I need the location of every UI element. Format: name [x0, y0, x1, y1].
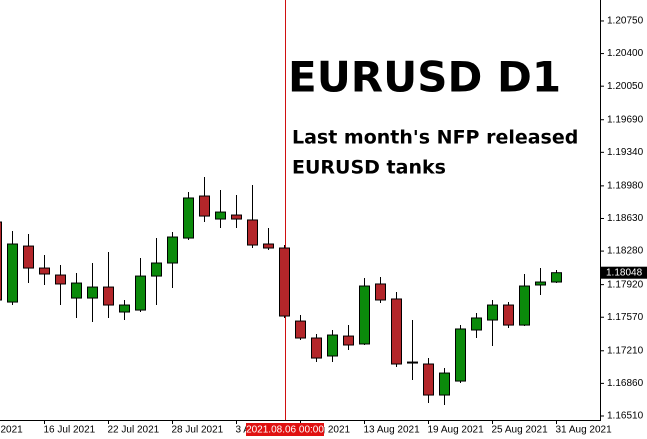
- candle-body: [375, 283, 386, 301]
- candle-body: [295, 320, 306, 339]
- y-tick-label: 1.20050: [607, 81, 644, 92]
- candle-body: [455, 328, 466, 382]
- candle-body: [535, 281, 546, 286]
- annotation: Last month's NFP released: [292, 127, 578, 149]
- y-tick-label: 1.18280: [607, 246, 644, 257]
- x-tick-label: 9 Aug 2021: [300, 425, 351, 436]
- candle-body: [151, 262, 162, 277]
- candle-body: [439, 372, 450, 396]
- y-tick-label: 1.16860: [607, 378, 644, 389]
- price-label: 1.18048: [606, 267, 643, 278]
- x-tick-label: 25 Aug 2021: [492, 425, 549, 436]
- x-tick-label: 28 Jul 2021: [172, 425, 224, 436]
- candle-body: [119, 304, 130, 313]
- candle-body: [519, 285, 530, 326]
- candle-body: [71, 282, 82, 299]
- candle-body: [423, 363, 434, 396]
- y-tick-label: 1.18630: [607, 213, 644, 224]
- candle-body: [311, 337, 322, 359]
- candle-body: [407, 361, 418, 364]
- candle-body: [247, 219, 258, 246]
- cursor-label: 2021.08.06 00:00: [246, 425, 324, 436]
- y-tick-label: 1.20750: [607, 16, 644, 27]
- candle-body: [471, 317, 482, 331]
- price-label-box: [601, 266, 647, 279]
- candle-body: [7, 243, 18, 303]
- x-tick-label: 22 Jul 2021: [108, 425, 160, 436]
- candle-body: [39, 267, 50, 275]
- x-tick-label: 16 Jul 2021: [44, 425, 96, 436]
- x-tick-label: 13 Aug 2021: [364, 425, 421, 436]
- candle-body: [343, 335, 354, 346]
- candles: [0, 177, 562, 405]
- x-tick-label: 31 Aug 2021: [556, 425, 613, 436]
- axes: 1.20750 1.20400 1.20050 1.19690 1.19340 1.189…: [0, 16, 647, 436]
- y-tick-label: 1.19340: [607, 147, 644, 158]
- x-tick-label: 19 Aug 2021: [428, 425, 485, 436]
- candle-body: [199, 195, 210, 217]
- y-tick-label: 1.20400: [607, 48, 644, 59]
- candle-body: [0, 221, 2, 301]
- candle-body: [183, 197, 194, 239]
- candle-body: [167, 236, 178, 264]
- candle-body: [391, 298, 402, 365]
- candle-body: [327, 334, 338, 357]
- candle-body: [359, 285, 370, 345]
- y-tick-label: 1.17210: [607, 345, 644, 356]
- y-tick-label: 1.17920: [607, 279, 644, 290]
- candle-body: [135, 275, 146, 311]
- y-tick-label: 1.16510: [607, 411, 644, 422]
- candle-body: [103, 286, 114, 306]
- candle-body: [263, 243, 274, 249]
- candle-body: [87, 286, 98, 299]
- candle-body: [55, 274, 66, 285]
- candle-body: [503, 304, 514, 326]
- cursor-label-box: [246, 423, 324, 436]
- candle-body: [487, 304, 498, 321]
- annotation: EURUSD tanks: [292, 157, 446, 179]
- candle-body: [23, 245, 34, 269]
- y-tick-label: 1.18980: [607, 181, 644, 192]
- x-tick-label: l 2021: [0, 425, 23, 436]
- y-tick-label: 1.19690: [607, 114, 644, 125]
- candle-body: [279, 247, 290, 317]
- candle-body: [215, 211, 226, 220]
- candle-body: [551, 272, 562, 283]
- chart-title: EURUSD D1: [288, 53, 561, 102]
- y-tick-label: 1.17570: [607, 312, 644, 323]
- candle-body: [231, 214, 242, 220]
